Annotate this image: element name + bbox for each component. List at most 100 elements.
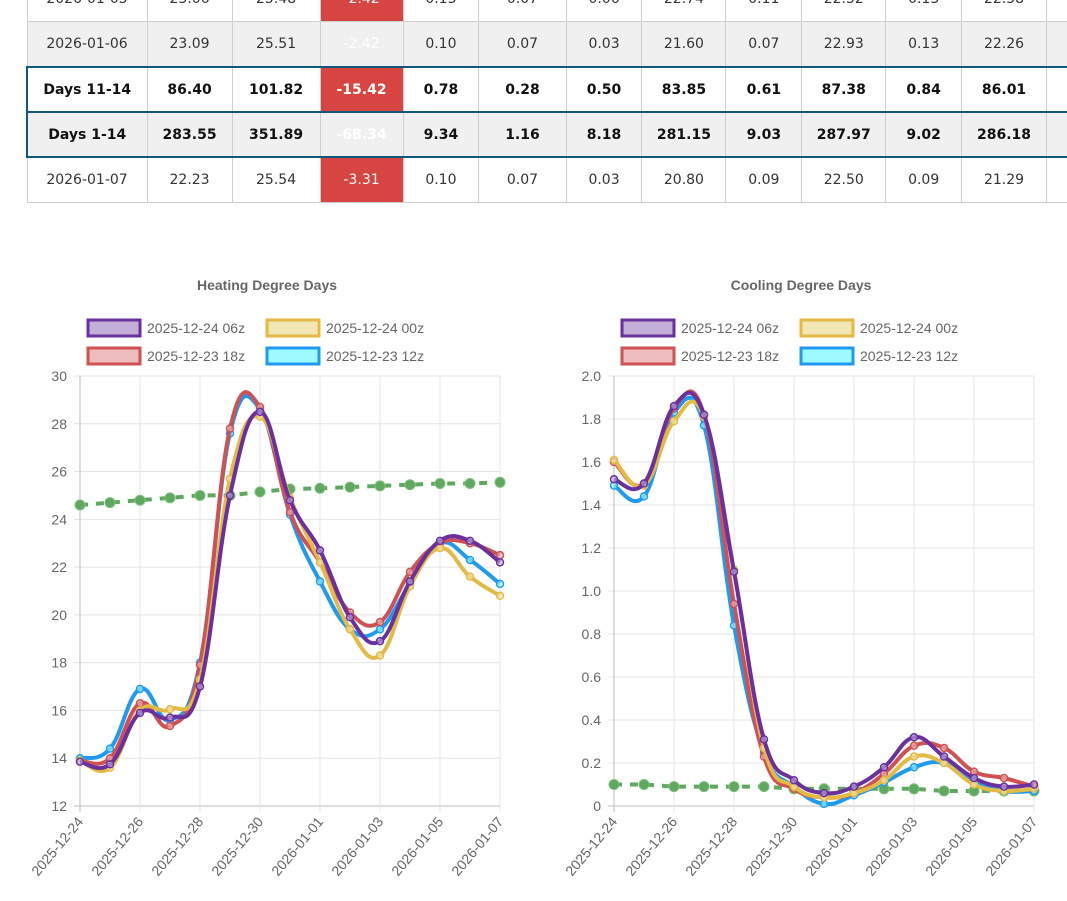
data-point[interactable] [729, 567, 739, 576]
data-point[interactable] [729, 599, 739, 609]
data-point[interactable] [668, 781, 680, 793]
data-point[interactable] [639, 492, 649, 501]
data-point[interactable] [165, 705, 175, 714]
data-point[interactable] [254, 486, 266, 498]
data-point[interactable] [609, 455, 619, 465]
data-point[interactable] [609, 474, 619, 484]
data-point[interactable] [135, 708, 145, 718]
y-tick-label: 1.6 [582, 454, 602, 470]
data-point[interactable] [315, 577, 325, 586]
hdd-legend-item[interactable]: 2025-12-23 12z [265, 346, 424, 366]
table-cell-overflow [1046, 0, 1067, 22]
data-point[interactable] [939, 752, 949, 761]
data-point[interactable] [314, 482, 326, 494]
data-point[interactable] [104, 497, 116, 509]
data-point[interactable] [285, 507, 295, 517]
data-point[interactable] [758, 781, 770, 793]
hdd-series-2025-12-24-00z [75, 412, 505, 774]
data-point[interactable] [195, 682, 205, 691]
data-point[interactable] [75, 757, 85, 767]
data-point[interactable] [669, 401, 679, 411]
hdd-legend-item[interactable]: 2025-12-24 00z [265, 318, 424, 338]
data-point[interactable] [134, 494, 146, 506]
data-point[interactable] [404, 479, 416, 491]
y-tick-label: 1.4 [582, 497, 602, 513]
data-point[interactable] [465, 572, 475, 581]
data-point[interactable] [879, 763, 889, 772]
table-cell-overflow [1046, 66, 1067, 113]
data-point[interactable] [255, 407, 265, 417]
data-point[interactable] [225, 424, 235, 433]
cdd-legend-item[interactable]: 2025-12-23 18z [620, 346, 779, 366]
data-point[interactable] [105, 744, 115, 753]
hdd-legend-item[interactable]: 2025-12-24 06z [86, 318, 245, 338]
data-point[interactable] [345, 624, 355, 634]
data-point[interactable] [405, 577, 415, 586]
data-point[interactable] [495, 579, 505, 589]
data-point[interactable] [135, 684, 145, 694]
data-point[interactable] [909, 763, 919, 772]
data-point[interactable] [759, 735, 769, 744]
data-point[interactable] [164, 492, 176, 504]
data-point[interactable] [464, 478, 476, 489]
data-point[interactable] [879, 775, 889, 785]
data-point[interactable] [375, 636, 385, 646]
data-point[interactable] [1029, 780, 1039, 789]
data-point[interactable] [344, 481, 356, 493]
data-point[interactable] [375, 624, 385, 634]
y-tick-label: 1.2 [582, 540, 602, 556]
cdd-legend-item[interactable]: 2025-12-24 06z [620, 318, 779, 338]
data-point[interactable] [105, 759, 115, 769]
data-point[interactable] [435, 536, 445, 546]
x-tick-label: 2025-12-24 [562, 813, 620, 878]
data-point[interactable] [495, 591, 505, 601]
data-point[interactable] [969, 773, 979, 783]
data-point[interactable] [495, 550, 505, 560]
data-point[interactable] [375, 651, 385, 660]
data-point[interactable] [938, 785, 950, 797]
data-point[interactable] [165, 721, 175, 731]
x-tick-label: 2025-12-28 [682, 813, 740, 878]
data-point[interactable] [849, 782, 859, 791]
data-point[interactable] [315, 546, 325, 555]
data-point[interactable] [669, 416, 679, 426]
data-point[interactable] [999, 782, 1009, 791]
data-point[interactable] [434, 478, 446, 489]
data-point[interactable] [435, 543, 445, 553]
hdd-legend-item[interactable]: 2025-12-23 18z [86, 346, 245, 366]
data-point[interactable] [465, 555, 475, 565]
data-point[interactable] [225, 491, 235, 500]
cdd-legend-item[interactable]: 2025-12-24 00z [799, 318, 958, 338]
cdd-legend-item[interactable]: 2025-12-23 12z [799, 346, 958, 366]
data-point[interactable] [135, 699, 145, 708]
table-cell: 0.03 [565, 156, 643, 203]
data-point[interactable] [638, 779, 650, 790]
data-point[interactable] [345, 613, 355, 622]
data-point[interactable] [909, 741, 919, 751]
data-point[interactable] [789, 775, 799, 785]
data-point[interactable] [999, 773, 1009, 783]
legend-swatch [620, 318, 676, 338]
data-point[interactable] [74, 499, 86, 511]
data-point[interactable] [285, 495, 295, 505]
table-cell-overflow [1046, 156, 1067, 203]
data-point[interactable] [495, 558, 505, 567]
data-point[interactable] [819, 788, 829, 798]
table-cell: 22.93 [801, 21, 887, 68]
data-point[interactable] [639, 479, 649, 488]
data-point[interactable] [908, 783, 920, 795]
data-point[interactable] [494, 476, 506, 488]
data-point[interactable] [909, 732, 919, 742]
table-cell: 22.58 [961, 0, 1048, 22]
data-point[interactable] [194, 489, 206, 501]
data-point[interactable] [939, 743, 949, 753]
data-point[interactable] [375, 617, 385, 627]
data-point[interactable] [608, 779, 620, 790]
data-point[interactable] [165, 713, 175, 722]
data-point[interactable] [374, 480, 386, 492]
data-point[interactable] [465, 536, 475, 546]
data-point[interactable] [699, 410, 709, 419]
data-point[interactable] [728, 781, 740, 793]
data-point[interactable] [909, 752, 919, 761]
data-point[interactable] [698, 781, 710, 793]
